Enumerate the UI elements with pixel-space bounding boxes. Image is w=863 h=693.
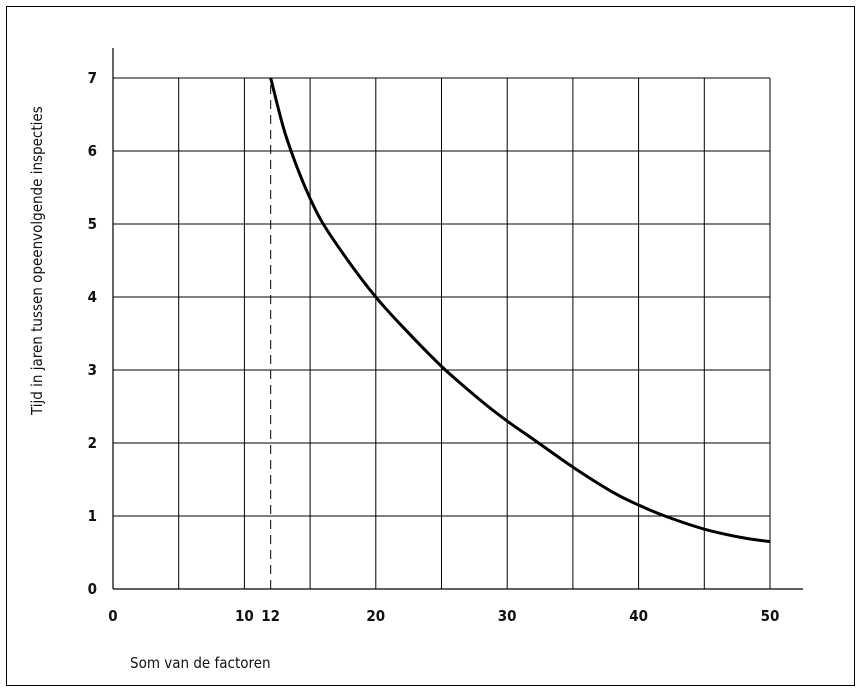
y-tick-label: 3	[88, 361, 97, 379]
x-tick-label: 30	[498, 607, 517, 625]
y-axis-title: Tijd in jaren tussen opeenvolgende inspe…	[28, 106, 46, 416]
x-tick-label: 10	[235, 607, 254, 625]
y-tick-label: 5	[88, 215, 97, 233]
series-group	[269, 77, 771, 544]
decay-curve	[269, 77, 771, 544]
x-tick-label: 0	[108, 607, 117, 625]
y-tick-label: 7	[88, 69, 97, 87]
x-tick-label: 40	[629, 607, 648, 625]
chart-frame	[6, 6, 855, 686]
y-tick-label: 6	[88, 142, 97, 160]
axes	[112, 48, 803, 590]
y-tick-label: 1	[88, 507, 97, 525]
x-tick-label: 12	[261, 607, 280, 625]
y-tick-label: 0	[88, 580, 97, 598]
y-tick-label: 2	[88, 434, 97, 452]
x-tick-label: 50	[761, 607, 780, 625]
x-axis-title: Som van de factoren	[130, 654, 271, 672]
grid	[113, 77, 771, 589]
x-tick-label: 20	[366, 607, 385, 625]
y-tick-label: 4	[88, 288, 97, 306]
